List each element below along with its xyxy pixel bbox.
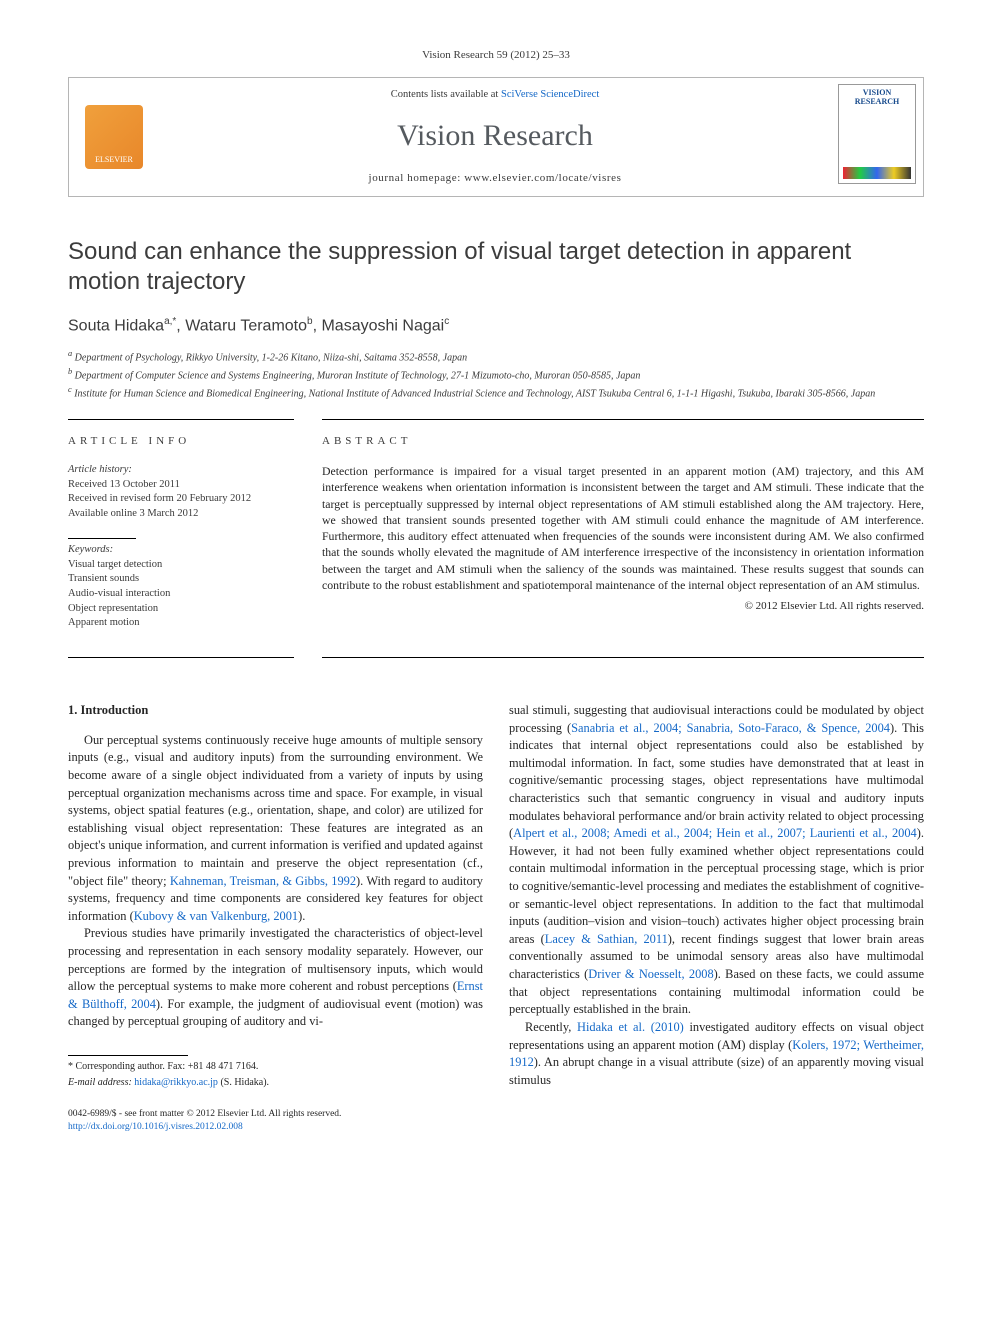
article-info-column: ARTICLE INFO Article history: Received 1… [68, 419, 294, 647]
affiliation-a: a Department of Psychology, Rikkyo Unive… [68, 348, 924, 365]
keyword-4: Object representation [68, 602, 294, 617]
keyword-1: Visual target detection [68, 558, 294, 573]
p3b-text: ). This indicates that internal object r… [509, 721, 924, 841]
article-info-head: ARTICLE INFO [68, 434, 294, 449]
homepage-url[interactable]: www.elsevier.com/locate/visres [464, 172, 621, 184]
body-para-2: Previous studies have primarily investig… [68, 925, 483, 1031]
article-history-block: Article history: Received 13 October 201… [68, 463, 294, 522]
keywords-label: Keywords: [68, 543, 294, 558]
authors-line: Souta Hidakaa,*, Wataru Teramotob, Masay… [68, 315, 924, 338]
body-two-columns: 1. Introduction Our perceptual systems c… [68, 702, 924, 1135]
section-1-heading: 1. Introduction [68, 702, 483, 720]
cover-color-strip [843, 167, 911, 179]
abstract-head: ABSTRACT [322, 434, 924, 449]
corresponding-email[interactable]: hidaka@rikkyo.ac.jp [134, 1077, 218, 1088]
corresponding-email-line: E-mail address: hidaka@rikkyo.ac.jp (S. … [68, 1076, 483, 1090]
body-para-1: Our perceptual systems continuously rece… [68, 732, 483, 926]
author-1: Souta Hidaka [68, 318, 164, 335]
journal-homepage-line: journal homepage: www.elsevier.com/locat… [163, 171, 827, 186]
ref-sanabria-2004[interactable]: Sanabria et al., 2004; Sanabria, Soto-Fa… [571, 721, 890, 735]
sciencedirect-link[interactable]: SciVerse ScienceDirect [501, 89, 599, 100]
info-bottom-rule [68, 657, 294, 658]
journal-cover-thumbnail: VISION RESEARCH [838, 84, 916, 184]
p1-text: Our perceptual systems continuously rece… [68, 733, 483, 888]
journal-center: Contents lists available at SciVerse Sci… [159, 78, 831, 196]
doi-link[interactable]: http://dx.doi.org/10.1016/j.visres.2012.… [68, 1122, 243, 1132]
p2-text: Previous studies have primarily investig… [68, 926, 483, 993]
ref-kahneman-1992[interactable]: Kahneman, Treisman, & Gibbs, 1992 [170, 874, 356, 888]
abstract-bottom-rule [322, 657, 924, 658]
article-title: Sound can enhance the suppression of vis… [68, 237, 924, 297]
ref-driver-2008[interactable]: Driver & Noesselt, 2008 [588, 967, 713, 981]
elsevier-logo: ELSEVIER [85, 105, 143, 169]
corresponding-author: * Corresponding author. Fax: +81 48 471 … [68, 1060, 483, 1074]
history-revised: Received in revised form 20 February 201… [68, 492, 294, 507]
front-matter-line: 0042-6989/$ - see front matter © 2012 El… [68, 1108, 483, 1121]
journal-title: Vision Research [163, 115, 827, 157]
ref-hidaka-2010[interactable]: Hidaka et al. (2010) [577, 1020, 684, 1034]
p1c-text: ). [298, 909, 305, 923]
abstract-copyright: © 2012 Elsevier Ltd. All rights reserved… [322, 599, 924, 614]
keyword-3: Audio-visual interaction [68, 587, 294, 602]
keyword-5: Apparent motion [68, 616, 294, 631]
homepage-prefix: journal homepage: [369, 172, 465, 184]
ref-alpert-2008[interactable]: Alpert et al., 2008; Amedi et al., 2004;… [513, 826, 917, 840]
body-para-4: Recently, Hidaka et al. (2010) investiga… [509, 1019, 924, 1089]
p4-text: Recently, [525, 1020, 577, 1034]
journal-header-box: ELSEVIER Contents lists available at Sci… [68, 77, 924, 197]
journal-cover-cell: VISION RESEARCH [831, 78, 923, 196]
abstract-text: Detection performance is impaired for a … [322, 463, 924, 593]
footnotes: * Corresponding author. Fax: +81 48 471 … [68, 1060, 483, 1090]
ref-kubovy-2001[interactable]: Kubovy & van Valkenburg, 2001 [134, 909, 298, 923]
history-label: Article history: [68, 463, 294, 478]
author-3-affil: c [444, 316, 449, 327]
history-received: Received 13 October 2011 [68, 478, 294, 493]
keywords-block: Keywords: Visual target detection Transi… [68, 543, 294, 631]
p3c-text: ). However, it had not been fully examin… [509, 826, 924, 946]
contents-prefix: Contents lists available at [391, 89, 501, 100]
affiliation-a-text: Department of Psychology, Rikkyo Univers… [75, 353, 467, 364]
cover-title: VISION RESEARCH [843, 89, 911, 107]
author-2: Wataru Teramoto [185, 318, 307, 335]
author-1-affil: a,* [164, 316, 176, 327]
affiliation-b: b Department of Computer Science and Sys… [68, 366, 924, 383]
footnote-rule [68, 1055, 188, 1056]
p4c-text: ). An abrupt change in a visual attribut… [509, 1055, 924, 1087]
affiliation-c-text: Institute for Human Science and Biomedic… [74, 388, 875, 399]
affiliation-b-text: Department of Computer Science and Syste… [75, 370, 641, 381]
publisher-logo-cell: ELSEVIER [69, 78, 159, 196]
author-2-affil: b [307, 316, 313, 327]
author-3: Masayoshi Nagai [321, 318, 444, 335]
ref-lacey-2011[interactable]: Lacey & Sathian, 2011 [545, 932, 668, 946]
affiliation-c: c Institute for Human Science and Biomed… [68, 384, 924, 401]
elsevier-logo-label: ELSEVIER [95, 154, 133, 165]
affiliations: a Department of Psychology, Rikkyo Unive… [68, 348, 924, 400]
email-tail: (S. Hidaka). [218, 1077, 269, 1088]
keyword-2: Transient sounds [68, 572, 294, 587]
contents-list-line: Contents lists available at SciVerse Sci… [163, 88, 827, 103]
abstract-column: ABSTRACT Detection performance is impair… [322, 419, 924, 647]
footer-meta: 0042-6989/$ - see front matter © 2012 El… [68, 1108, 483, 1135]
info-divider [68, 538, 136, 539]
running-header: Vision Research 59 (2012) 25–33 [68, 48, 924, 63]
body-para-3: sual stimuli, suggesting that audiovisua… [509, 702, 924, 1019]
history-online: Available online 3 March 2012 [68, 507, 294, 522]
email-label: E-mail address: [68, 1077, 134, 1088]
